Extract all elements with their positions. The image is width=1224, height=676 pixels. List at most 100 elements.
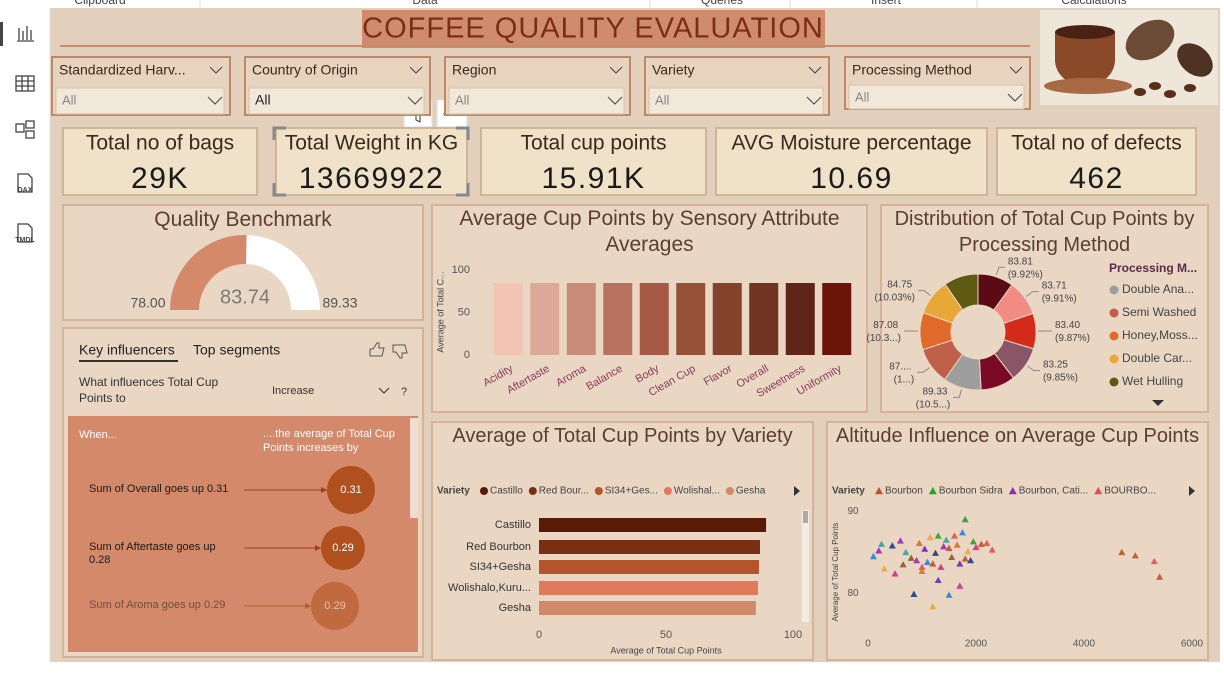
legend-label[interactable]: Red Bour... [539, 486, 589, 497]
scatter-panel [826, 421, 1209, 661]
bar [539, 560, 759, 574]
y-axis-label: Average of Total C... [435, 271, 445, 352]
legend-label[interactable]: Wolishal... [674, 486, 720, 497]
data-label: 83.40 (9.87%) [1055, 320, 1090, 344]
slicer-dropdown[interactable] [55, 87, 225, 115]
y-tick-label: SI34+Gesha [470, 561, 532, 573]
table-grid [16, 76, 34, 91]
kpi-card [62, 127, 258, 196]
coffee [1055, 25, 1115, 39]
legend-marker [663, 487, 672, 495]
thumbs-down[interactable] [392, 344, 408, 359]
y-tick-label: Gesha [499, 602, 532, 614]
data-label: 89.33 (10.5...) [916, 386, 950, 410]
scatter-point [929, 603, 937, 610]
bar [539, 518, 767, 532]
sidebar-label: TMDL [15, 237, 35, 244]
scatter-point [972, 543, 980, 551]
data-label: 87.08 (10.3...) [867, 320, 901, 344]
leader-line [918, 290, 931, 296]
legend-label[interactable]: Castillo [490, 486, 523, 497]
kpi-card [480, 127, 707, 196]
legend-marker [480, 487, 488, 495]
scatter-point [910, 590, 918, 597]
legend-marker [875, 487, 883, 495]
legend-label[interactable]: Semi Washed [1122, 305, 1196, 319]
hbar-legend-next[interactable] [794, 486, 800, 496]
scatter-point [950, 532, 958, 539]
scatter-point [896, 537, 904, 544]
scatter-point [907, 554, 915, 561]
bar-title: Average Cup Points by Sensory Attribute … [459, 207, 840, 256]
influencer-bubble[interactable] [321, 526, 365, 570]
dropdown-chevron [806, 96, 822, 105]
legend-label[interactable]: Gesha [736, 486, 766, 497]
scatter-point [1150, 557, 1158, 565]
scatter-point [913, 557, 921, 564]
bar [785, 283, 815, 355]
bar [822, 283, 852, 355]
legend-label[interactable]: BOURBO... [1104, 486, 1156, 497]
scatter-point [1118, 548, 1126, 556]
slicer-chevron [1009, 66, 1023, 74]
influencer-bubble[interactable] [311, 582, 359, 630]
direction-dropdown[interactable]: Increase [272, 385, 314, 397]
slicer-dropdown[interactable] [648, 87, 824, 115]
slicer-value: All [855, 89, 870, 104]
legend-label[interactable]: Honey,Moss... [1122, 328, 1198, 342]
y-tick-label: 100 [452, 264, 470, 276]
scatter-point [869, 552, 877, 560]
table-view-icon[interactable] [15, 75, 35, 92]
influencer-bubble[interactable] [327, 466, 375, 514]
legend-marker [1094, 487, 1103, 495]
scatter-point [902, 548, 910, 556]
legend-label[interactable]: Bourbon [885, 486, 923, 497]
tab[interactable]: Key influencers [79, 342, 175, 358]
hbar-title: Average of Total Cup Points by Variety [452, 425, 793, 447]
slicer-label: Standardized Harv... [59, 62, 186, 78]
legend-label[interactable]: Wet Hulling [1122, 374, 1183, 388]
x-tick-label: 4000 [1073, 639, 1096, 650]
legend-title: Variety [437, 486, 470, 497]
model-view-icon[interactable] [15, 123, 25, 133]
y-axis-label: Average of Total Cup Points [831, 523, 840, 622]
slicer-chevron [409, 66, 423, 74]
slicer-dropdown[interactable] [248, 87, 425, 115]
legend-label[interactable]: Double Ana... [1122, 282, 1194, 296]
scatter-point [988, 546, 996, 553]
y-tick-label: 50 [458, 306, 470, 318]
legend-label[interactable]: Bourbon, Cati... [1019, 486, 1088, 497]
hbar-scrollbar[interactable] [802, 510, 809, 622]
slicer-label: Country of Origin [252, 62, 358, 78]
kpi-label: Total Weight in KG [285, 132, 459, 155]
leaf [1177, 43, 1213, 77]
influencer-scrollbar[interactable] [410, 418, 418, 518]
tmdl-view-icon[interactable] [17, 223, 33, 243]
hbar-scroll-thumb[interactable] [803, 511, 808, 523]
scatter-point [1131, 552, 1139, 559]
scatter-point [956, 582, 964, 589]
scatter-legend-next[interactable] [1189, 486, 1195, 496]
bar [566, 283, 596, 355]
ribbon-group-label: Calculations [1061, 0, 1126, 7]
slicer-dropdown[interactable] [448, 87, 625, 115]
legend-title: Variety [832, 486, 865, 497]
tab[interactable]: Top segments [193, 342, 280, 358]
kpi-value: 462 [1069, 162, 1124, 195]
dax-view-icon[interactable] [17, 173, 33, 193]
legend-label[interactable]: Bourbon Sidra [939, 486, 1003, 497]
legend-scroll-down[interactable] [1152, 400, 1164, 406]
legend-label[interactable]: Double Car... [1122, 351, 1192, 365]
slicer-value: All [655, 92, 670, 107]
help[interactable]: ? [401, 386, 407, 398]
scatter-point [926, 534, 934, 541]
report-view-icon[interactable] [17, 26, 34, 42]
thumbs-up[interactable] [369, 342, 385, 357]
scatter-point [921, 545, 929, 552]
kpi-card [715, 127, 988, 196]
bar [493, 283, 523, 355]
slicer-dropdown[interactable] [848, 84, 1025, 110]
kpi-value: 13669922 [299, 162, 444, 195]
legend-label[interactable]: SI34+Ges... [605, 486, 658, 497]
scatter-point [899, 561, 907, 568]
